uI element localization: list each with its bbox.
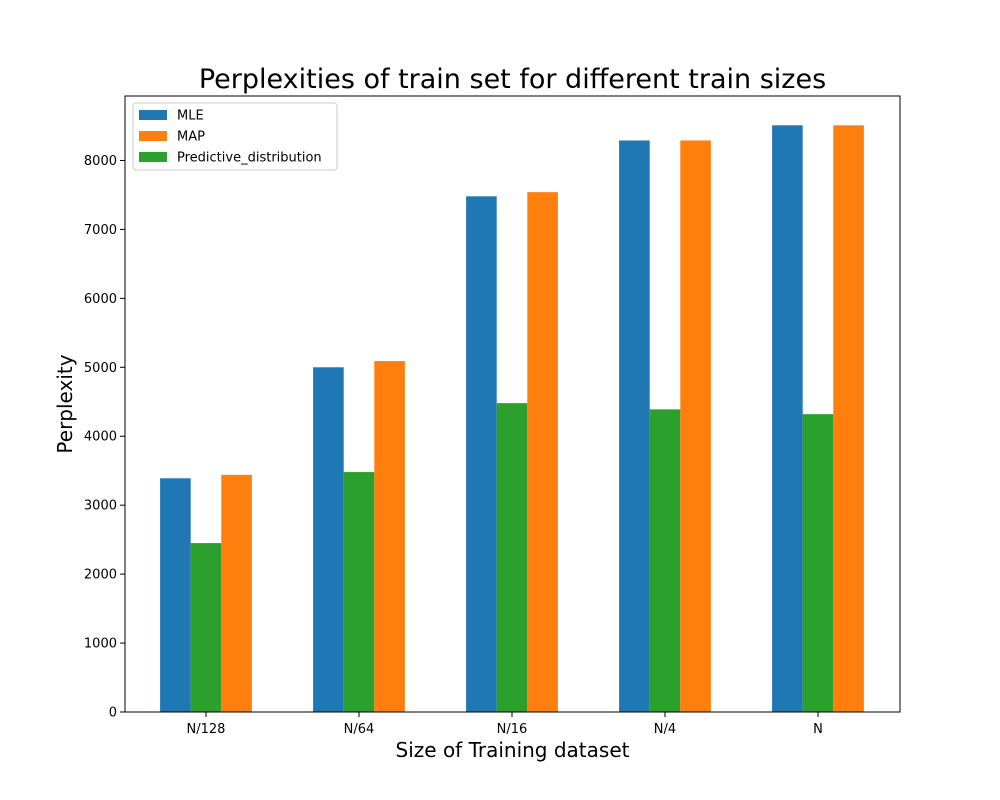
bar-predictive-distribution-n-64 [343,472,375,712]
bar-mle-n [772,125,803,713]
bar-mle-n-64 [313,367,344,712]
y-tick-label: 5000 [84,361,117,376]
bar-mle-n-16 [466,196,497,712]
legend-label-mle: MLE [177,109,204,124]
bar-predictive-distribution-n-128 [190,543,222,712]
legend: MLE MAP Predictive_distribution [132,102,338,171]
legend-label-map: MAP [177,130,205,145]
x-tick-label-n-128: N/128 [187,722,226,737]
bar-map-n-16 [527,192,558,713]
chart-title: Perplexities of train set for different … [199,64,826,95]
y-tick-label: 6000 [84,292,117,307]
x-axis-title: Size of Training dataset [396,738,630,762]
y-tick-label: 8000 [84,154,117,169]
bar-map-n-128 [221,474,252,712]
bar-mle-n-4 [619,140,650,713]
legend-label-predictive-distribution: Predictive_distribution [177,151,322,166]
y-tick-label: 1000 [84,637,117,652]
bar-predictive-distribution-n-4 [649,409,681,712]
y-axis-title: Perplexity [53,354,77,453]
y-tick-label: 2000 [84,568,117,583]
x-tick-label-n-64: N/64 [344,722,375,737]
y-tick-label: 3000 [84,499,117,514]
y-tick-label: 4000 [84,430,117,445]
axes-layer: 0 1000 2000 3000 4000 5000 6000 7000 8000 N/128 N/… [84,154,823,737]
legend-box [132,102,338,171]
x-tick-label-n: N [813,722,823,737]
bar-predictive-distribution-n [802,414,834,712]
bar-map-n [833,125,864,713]
bar-predictive-distribution-n-16 [496,403,528,712]
legend-swatch-predictive-distribution [139,152,167,162]
legend-swatch-map [139,131,167,141]
x-tick-label-n-16: N/16 [497,722,528,737]
legend-swatch-mle [139,110,167,120]
y-tick-label: 7000 [84,223,117,238]
x-tick-label-n-4: N/4 [654,722,676,737]
bar-mle-n-128 [160,478,191,712]
bar-map-n-4 [680,140,711,713]
bar-map-n-64 [374,361,405,712]
bars-layer [160,125,864,713]
y-tick-label: 0 [109,706,117,721]
